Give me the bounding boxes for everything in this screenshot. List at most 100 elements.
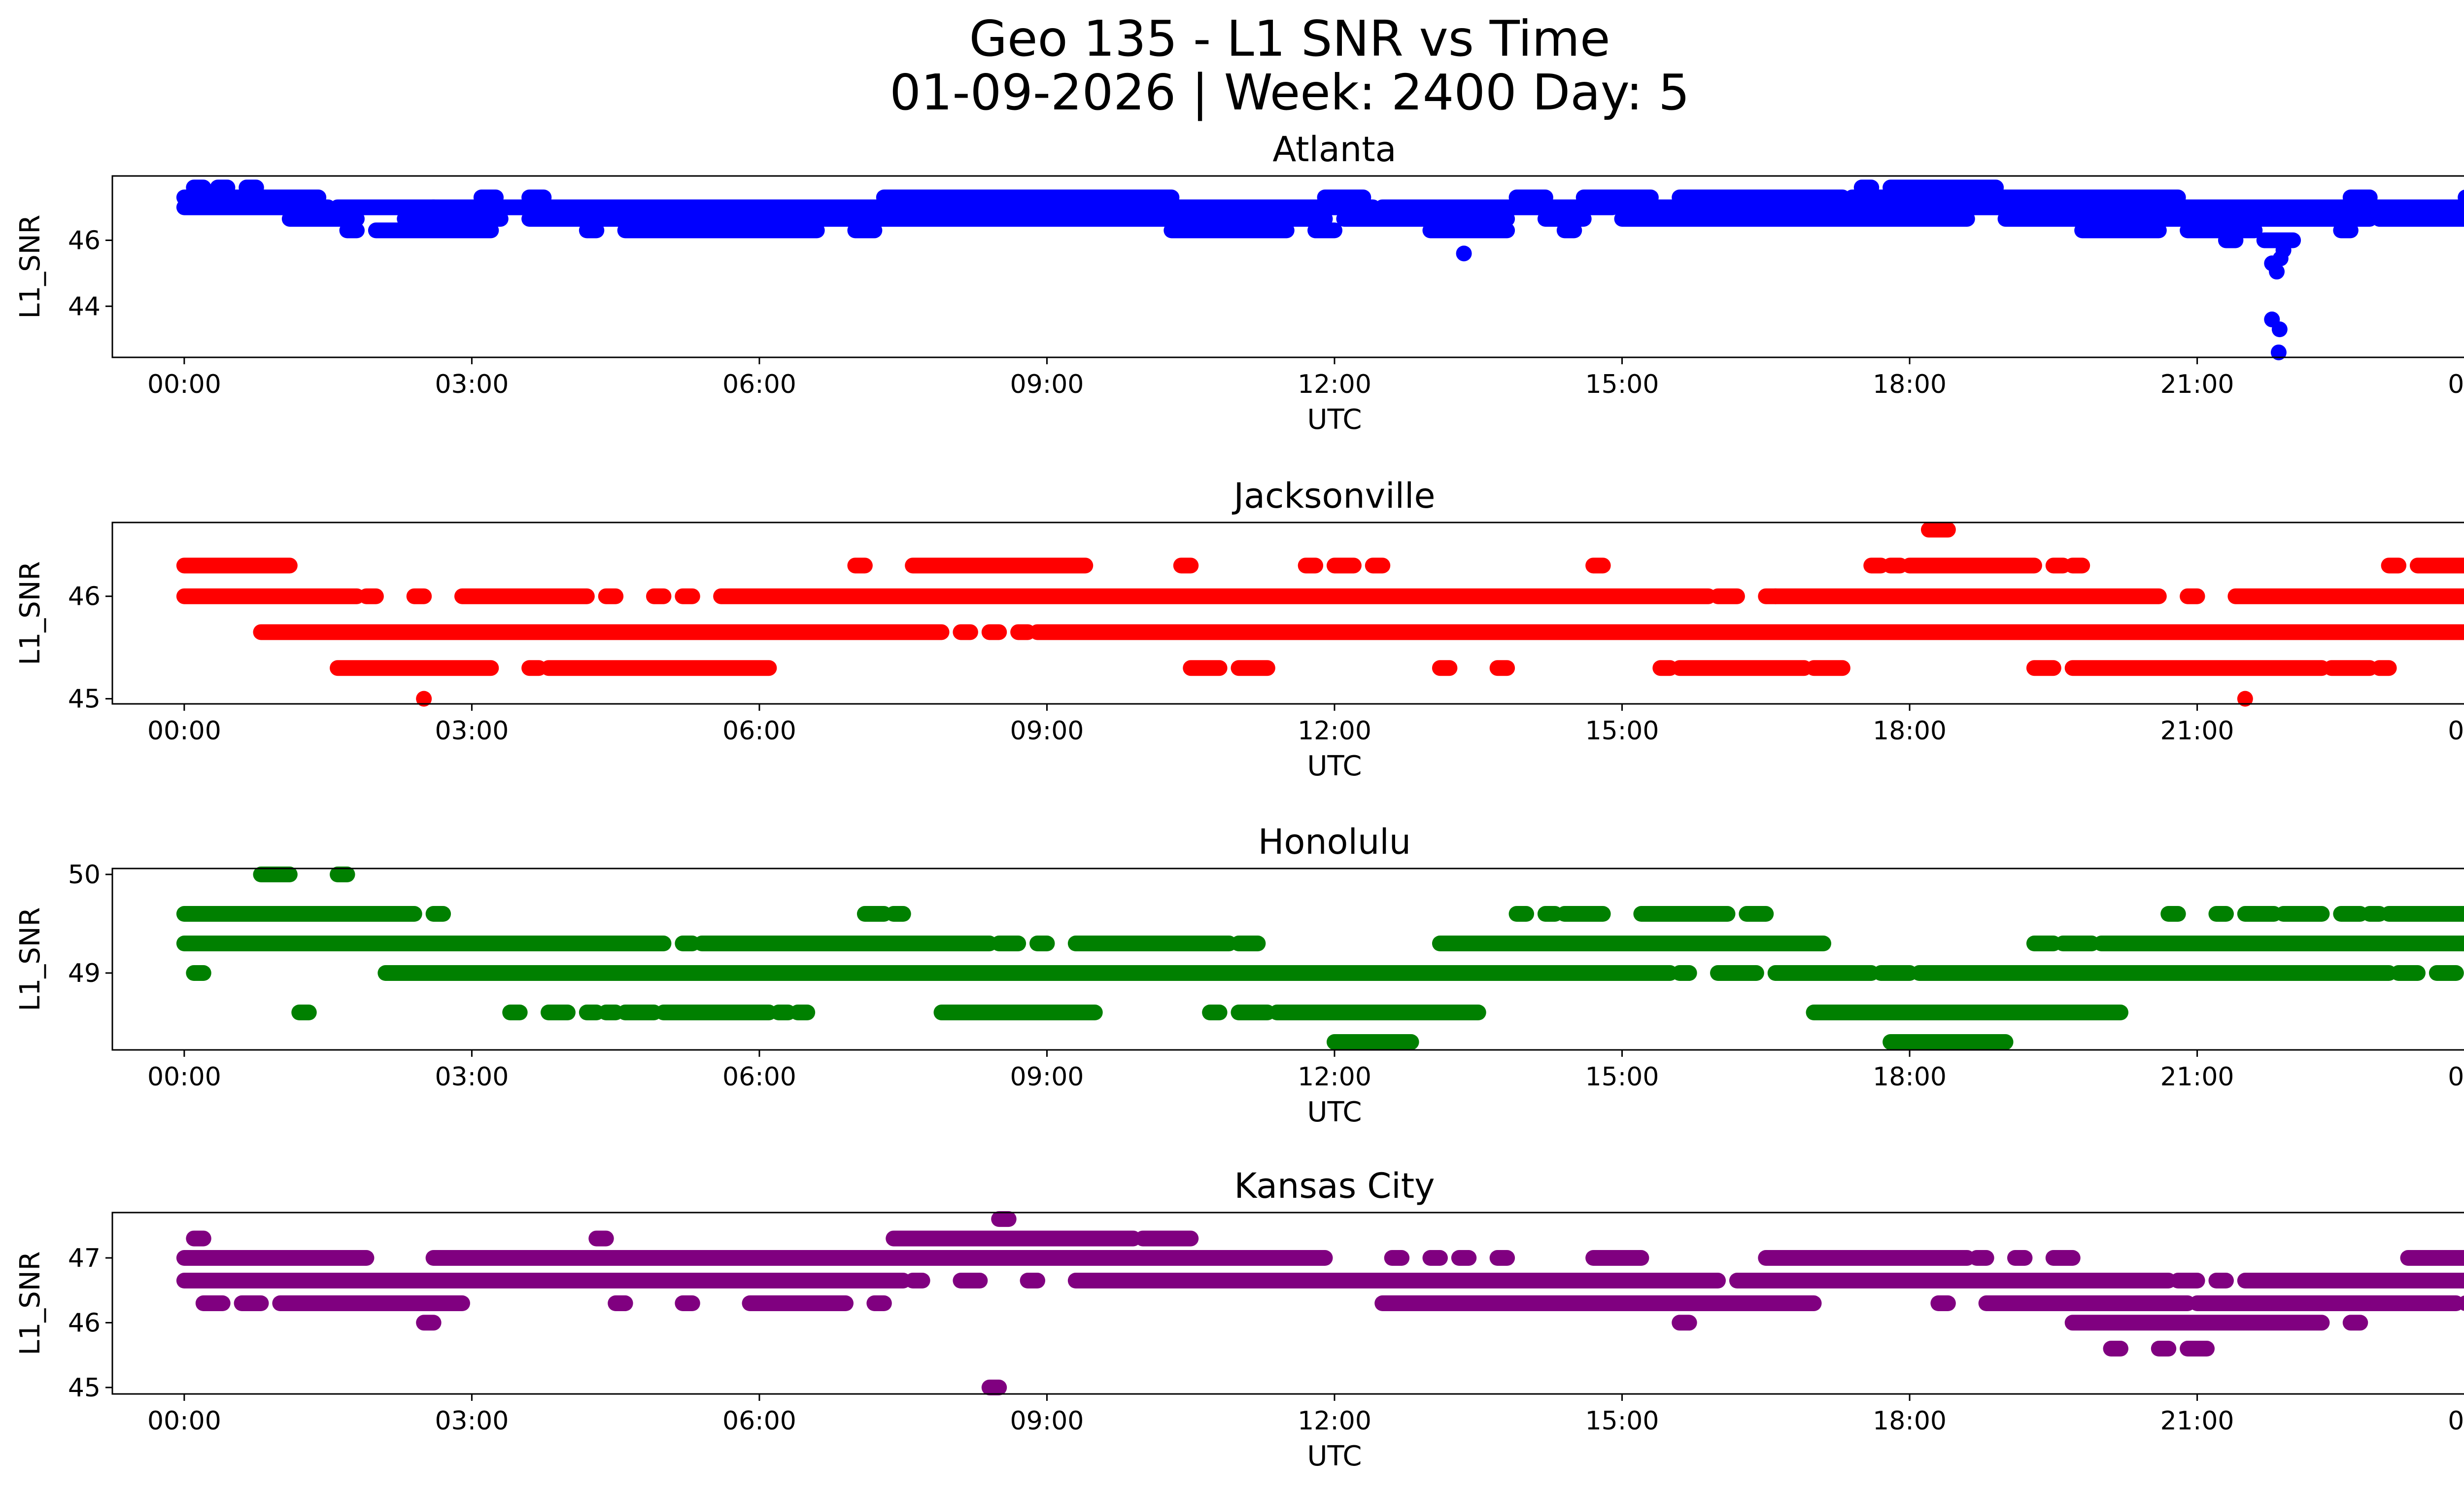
honolulu-point-run [1508,906,1535,922]
atlanta-point-run [281,210,365,227]
jacksonville-x-tick-label: 03:00 [435,716,509,746]
jacksonville-point [2237,691,2253,707]
kansas-city-point-run [1969,1250,1994,1266]
honolulu-point-run [2361,906,2388,922]
atlanta-x-axis-label: UTC [1307,404,1362,436]
kansas-city-x-tick-label: 03:00 [435,1406,509,1436]
honolulu-point-run [176,906,422,922]
kansas-city-y-tick-label: 45 [68,1373,101,1403]
jacksonville-point-run [981,624,1007,640]
kansas-city-point-run [588,1230,614,1247]
kansas-city-point-run [1134,1230,1199,1247]
kansas-city-y-tick-label: 46 [68,1308,101,1338]
kansas-city-point-run [1422,1250,1448,1266]
atlanta-point [2270,344,2287,360]
atlanta-point-run [2180,222,2263,239]
kansas-city-point-run [186,1230,211,1247]
honolulu-point-run [2093,936,2464,951]
kansas-city-x-axis-label: UTC [1307,1440,1362,1472]
kansas-city-point-run [2151,1341,2177,1356]
kansas-city-point-run [2342,1315,2368,1331]
kansas-city-point-run [981,1379,1007,1395]
honolulu-point-run [291,1005,317,1020]
honolulu-axes-frame [111,868,2464,1051]
atlanta-point-run [876,210,1180,227]
kansas-city-point-run [675,1295,700,1311]
jacksonville-point-run [454,588,595,604]
atlanta-point-run [1164,222,1295,239]
kansas-city-point-run [1978,1295,2196,1311]
atlanta-point-run [617,222,825,239]
jacksonville-panel: Jacksonville 00:00 03:00 06:00 09:00 12:00 15:… [14,476,2464,782]
atlanta-x-tick-label: 09:00 [1010,370,1084,399]
honolulu-point-run [579,1005,605,1020]
kansas-city-y-tick-label: 47 [68,1244,101,1273]
atlanta-y-axis-label: L1_SNR [14,214,46,318]
kansas-city-point-run [1020,1273,1046,1288]
atlanta-x-tick-label: 12:00 [1298,370,1371,399]
jacksonville-y-tick-label: 46 [68,582,101,612]
jacksonville-point-run [1327,557,1362,574]
jacksonville-axes-frame [111,522,2464,705]
honolulu-point-run [2055,936,2100,951]
jacksonville-x-tick-label: 15:00 [1585,716,1659,746]
jacksonville-point-run [847,557,873,574]
atlanta-point-run [1422,222,1515,239]
jacksonville-y-tick-label: 45 [68,685,101,714]
atlanta-point-run [579,222,605,239]
jacksonville-x-tick-label: 00:00 [2448,716,2464,746]
atlanta-y-tick-label: 46 [68,226,101,255]
honolulu-point-run [1710,965,1764,981]
kansas-city-data-points [176,1211,2464,1395]
honolulu-point-run [1231,1005,1275,1020]
jacksonville-point-run [2409,557,2464,574]
kansas-city-point-run [2458,1295,2464,1311]
kansas-city-point-run [742,1295,854,1311]
kansas-city-point-run [1930,1295,1956,1311]
atlanta-x-tick-label: 21:00 [2160,370,2234,399]
kansas-city-point-run [2007,1250,2033,1266]
jacksonville-point-run [1920,522,1956,538]
honolulu-point-run [1873,965,1918,981]
jacksonville-point-run [2371,660,2397,676]
kansas-city-point-run [953,1273,988,1288]
atlanta-point-run [368,222,499,239]
kansas-city-x-tick-label: 12:00 [1298,1406,1371,1436]
jacksonville-point-run [1585,557,1611,574]
honolulu-point-run [2391,965,2426,981]
honolulu-x-tick-label: 12:00 [1298,1062,1371,1092]
kansas-city-point-run [2045,1250,2081,1266]
kansas-city-point-run [886,1230,1141,1247]
honolulu-y-tick-label: 49 [68,959,101,988]
atlanta-point-run [1307,222,1342,239]
jacksonville-point-run [953,624,978,640]
atlanta-point-run [2256,232,2301,248]
honolulu-point-run [1911,965,2397,981]
kansas-city-panel: Kansas City 00:00 03:00 06:00 09:00 12:00 15:0… [14,1166,2464,1472]
jacksonville-point-run [2026,660,2061,676]
jacksonville-point-run [1489,660,1515,676]
atlanta-point-run [2074,222,2167,239]
kansas-city-point-run [2189,1295,2464,1311]
honolulu-point-run [655,1005,777,1020]
honolulu-point-run [2429,965,2464,981]
honolulu-point-run [2333,906,2368,922]
kansas-city-point-run [272,1295,470,1311]
jacksonville-y-axis-label: L1_SNR [14,561,46,665]
atlanta-point-run [2371,210,2464,227]
kansas-city-point-run [234,1295,269,1311]
figure-title: Geo 135 - L1 SNR vs Time [969,10,1610,68]
honolulu-point-run [1633,906,1736,922]
honolulu-x-axis-label: UTC [1307,1096,1362,1128]
honolulu-data-points [176,867,2464,1050]
jacksonville-x-tick-label: 00:00 [147,716,221,746]
atlanta-point-run [1614,210,1975,227]
kansas-city-point-run [2170,1273,2205,1288]
kansas-city-point-run [195,1295,231,1311]
honolulu-point-run [1231,936,1266,951]
kansas-city-x-tick-label: 09:00 [1010,1406,1084,1436]
kansas-city-x-tick-label: 00:00 [147,1406,221,1436]
jacksonville-point-run [905,557,1094,574]
honolulu-point-run [377,965,1678,981]
jacksonville-point-run [1710,588,1745,604]
